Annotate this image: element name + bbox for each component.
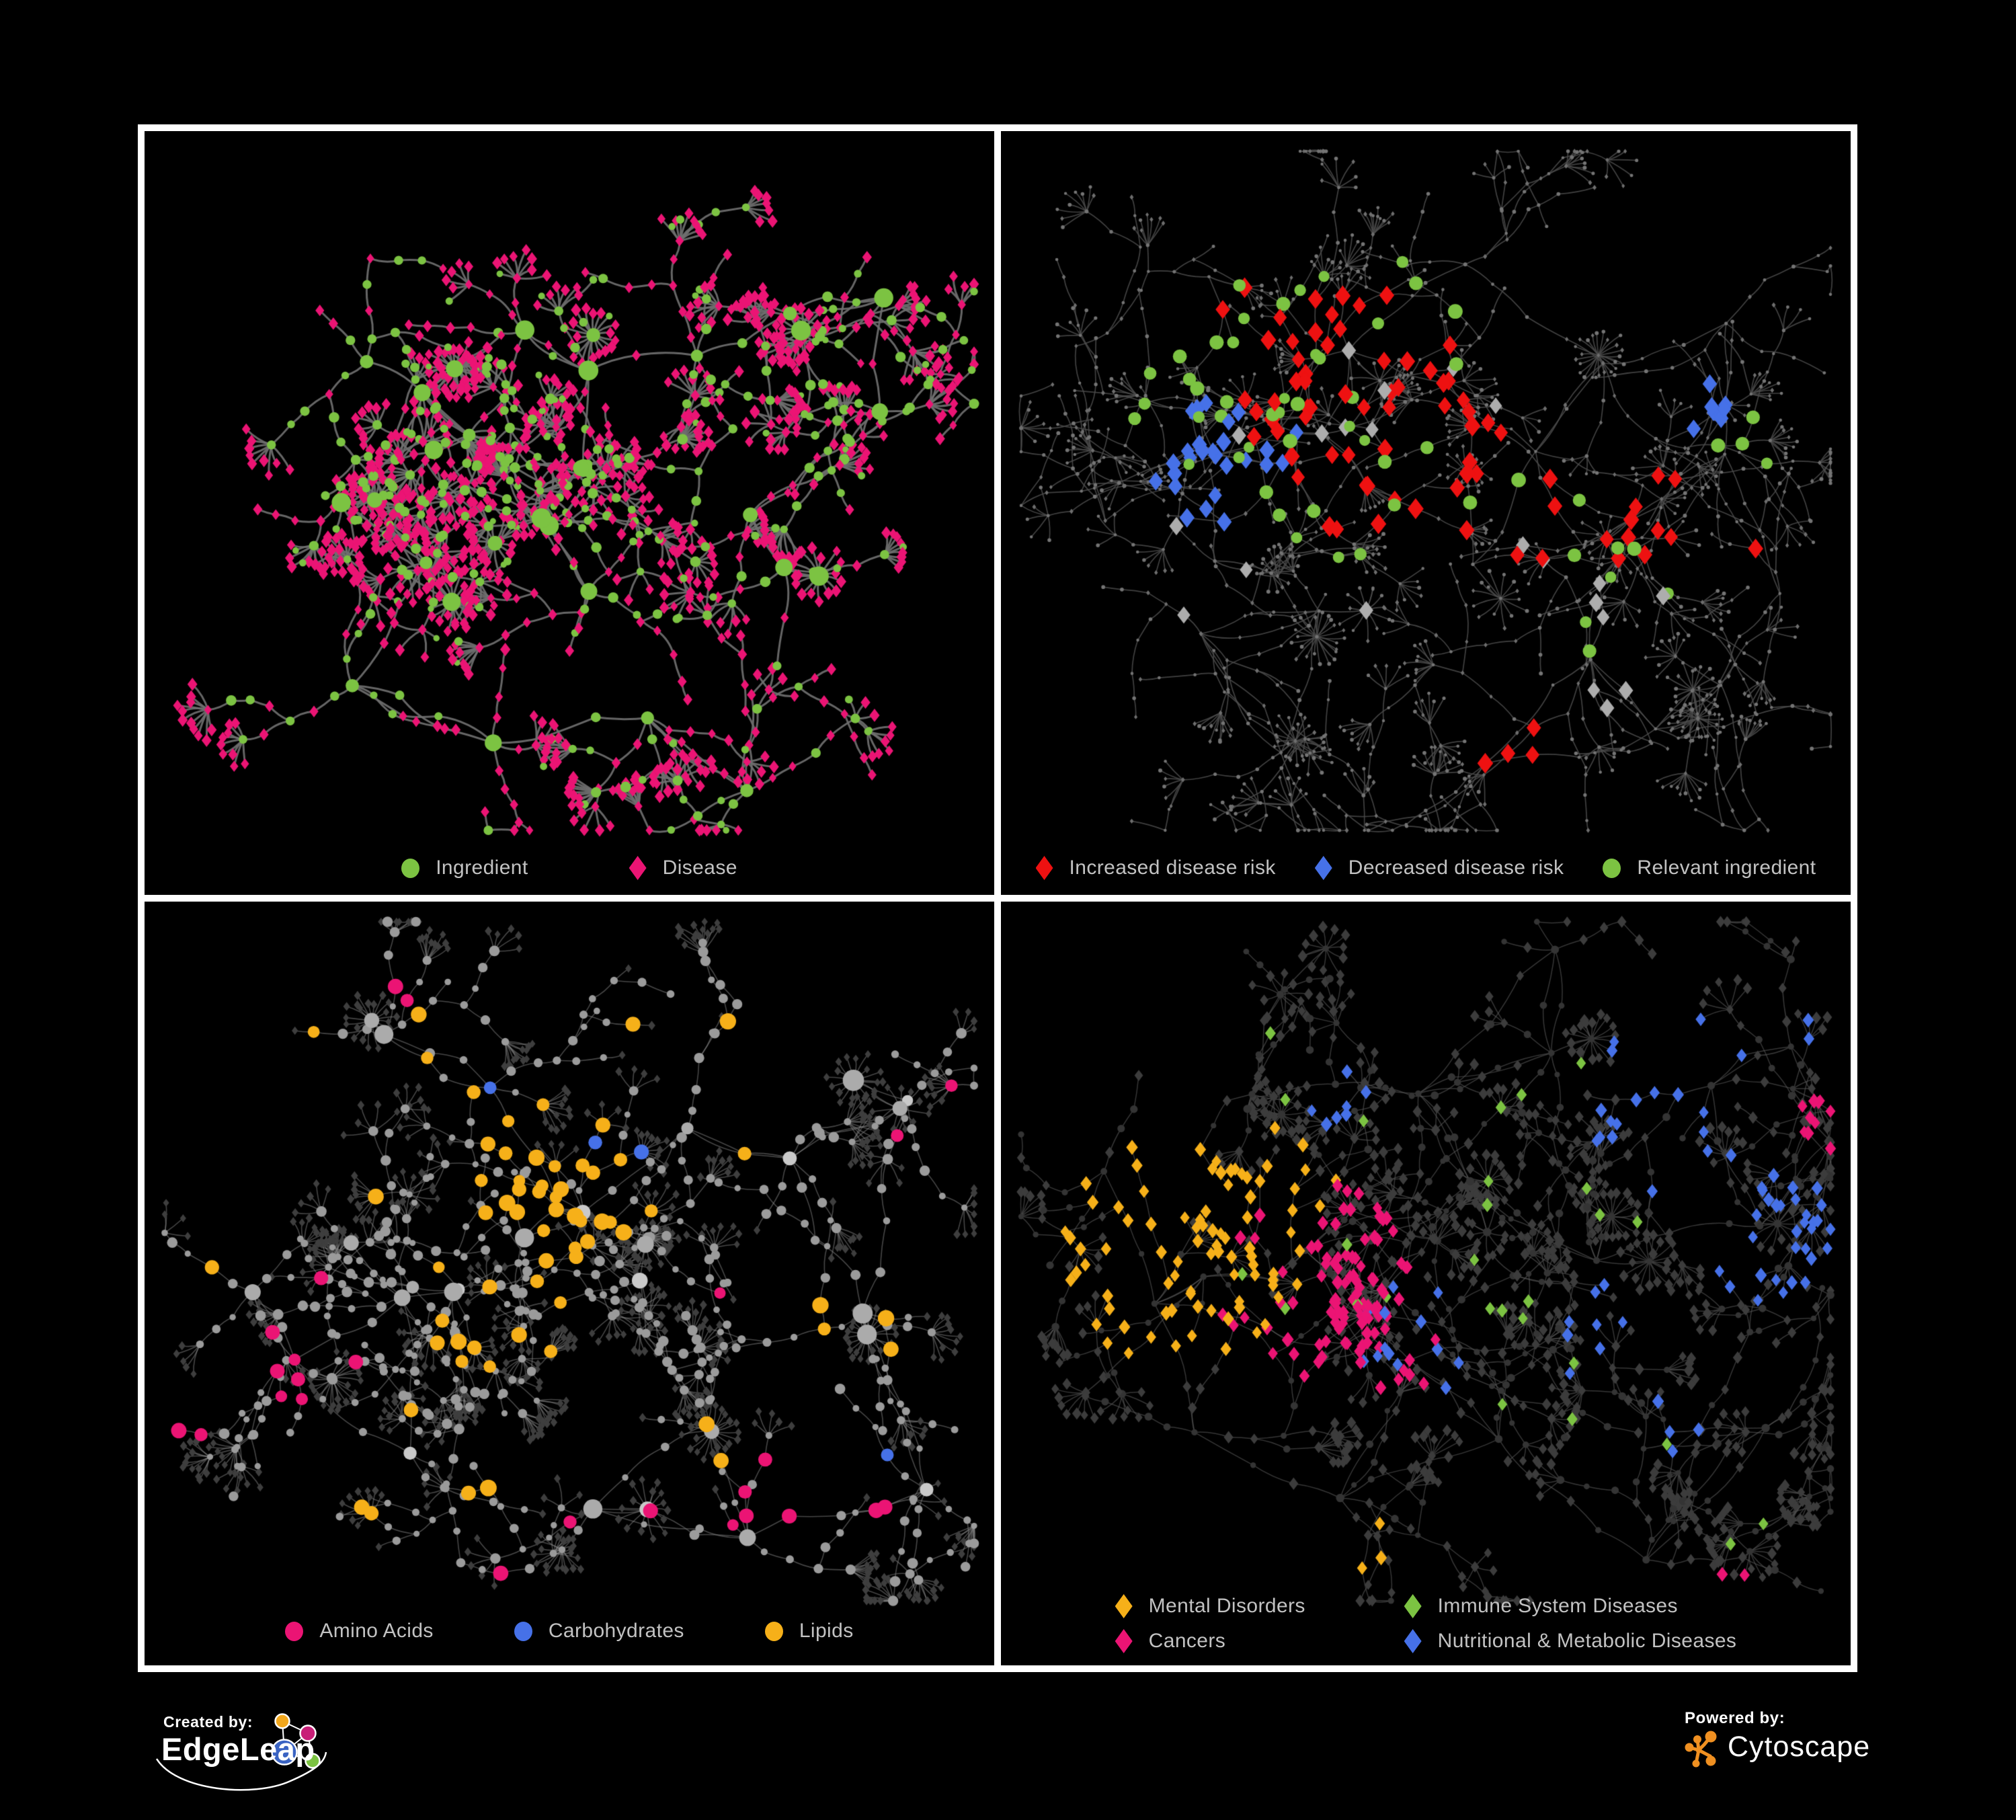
edgeleap-credit: Created by: EdgeLeap xyxy=(151,1706,380,1807)
circle-icon xyxy=(1603,858,1621,878)
diamond-icon xyxy=(1404,1594,1422,1618)
legend-label: Cancers xyxy=(1148,1630,1226,1652)
cytoscape-credit: Powered by: Cytoscape xyxy=(1683,1709,1992,1796)
powered-by-label: Powered by: xyxy=(1685,1709,1785,1727)
created-by-label: Created by: xyxy=(163,1713,253,1731)
legend-label: Nutritional & Metabolic Diseases xyxy=(1437,1630,1737,1652)
diamond-icon xyxy=(1115,1594,1133,1618)
legend-item: Amino Acids xyxy=(285,1620,433,1643)
legend-nutrient-classes: Amino Acids Carbohydrates Lipids xyxy=(145,1620,994,1643)
panel-nutrient-classes: Amino Acids Carbohydrates Lipids xyxy=(145,902,994,1665)
circle-icon xyxy=(764,1621,783,1641)
ingredient-disease-network-canvas xyxy=(145,131,994,895)
legend-label: Decreased disease risk xyxy=(1348,857,1564,879)
legend-item: Mental Disorders xyxy=(1115,1594,1404,1618)
diamond-icon xyxy=(629,856,647,880)
disease-class-network-canvas xyxy=(1001,902,1851,1665)
diamond-icon xyxy=(1314,856,1332,880)
diamond-icon xyxy=(1035,856,1053,880)
legend-label: Ingredient xyxy=(436,857,528,879)
legend-item: Nutritional & Metabolic Diseases xyxy=(1404,1629,1737,1653)
diamond-icon xyxy=(1115,1629,1133,1653)
legend-ingredient-disease: Ingredient Disease xyxy=(145,856,994,880)
disease-risk-network-canvas xyxy=(1001,131,1851,895)
legend-label: Mental Disorders xyxy=(1148,1595,1305,1617)
nutrient-class-network-canvas xyxy=(145,902,994,1665)
legend-label: Amino Acids xyxy=(319,1620,434,1642)
legend-item: Lipids xyxy=(764,1620,854,1643)
legend-item: Carbohydrates xyxy=(514,1620,684,1643)
circle-icon xyxy=(401,858,420,878)
legend-item: Increased disease risk xyxy=(1035,856,1276,880)
legend-item: Disease xyxy=(629,856,737,880)
legend-label: Relevant ingredient xyxy=(1637,857,1816,879)
edgeleap-wordmark: EdgeLeap xyxy=(161,1731,315,1767)
panel-disease-risk: Increased disease risk Decreased disease … xyxy=(1001,131,1851,895)
legend-item: Ingredient xyxy=(401,857,528,879)
panel-disease-classes: Mental Disorders Immune System Diseases Ca… xyxy=(1001,902,1851,1665)
legend-item: Cancers xyxy=(1115,1629,1404,1653)
legend-label: Increased disease risk xyxy=(1069,857,1276,879)
diamond-icon xyxy=(1404,1629,1422,1653)
legend-label: Lipids xyxy=(799,1620,854,1642)
legend-label: Disease xyxy=(662,857,737,879)
legend-disease-classes: Mental Disorders Immune System Diseases Ca… xyxy=(1115,1594,1737,1653)
edgeleap-logo-icon xyxy=(155,1713,327,1791)
legend-label: Immune System Diseases xyxy=(1437,1595,1678,1617)
panel-grid: Ingredient Disease Increased disease risk… xyxy=(138,124,1857,1672)
panel-ingredient-disease: Ingredient Disease xyxy=(145,131,994,895)
legend-item: Decreased disease risk xyxy=(1314,856,1564,880)
circle-icon xyxy=(285,1621,304,1641)
legend-disease-risk: Increased disease risk Decreased disease … xyxy=(1001,856,1851,880)
cytoscape-logo-icon xyxy=(1685,1731,1717,1768)
legend-item: Relevant ingredient xyxy=(1603,857,1816,879)
circle-icon xyxy=(514,1621,532,1641)
cytoscape-wordmark: Cytoscape xyxy=(1728,1731,1871,1763)
legend-item: Immune System Diseases xyxy=(1404,1594,1737,1618)
legend-label: Carbohydrates xyxy=(548,1620,684,1642)
